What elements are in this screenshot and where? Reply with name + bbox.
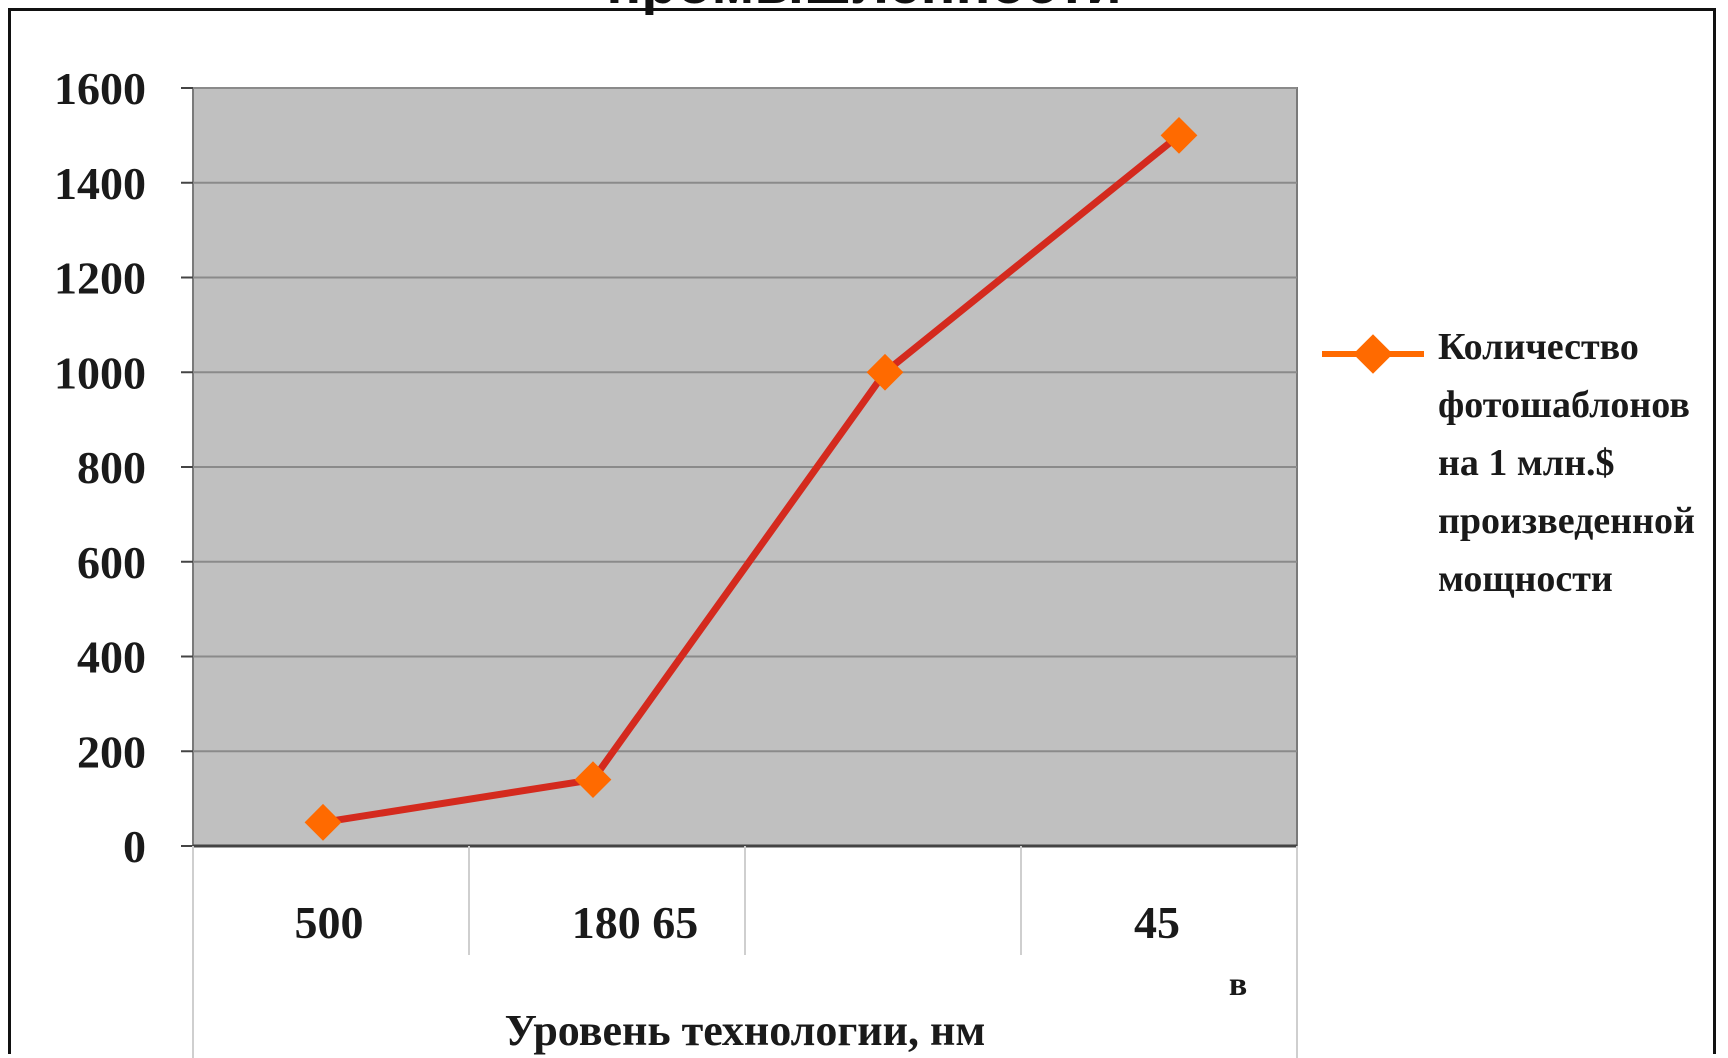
chart-frame [8, 8, 1716, 1054]
legend-label: Количество фотошаблонов на 1 млн.$ произ… [1438, 326, 1695, 600]
series-line [322, 132, 1182, 826]
data-point-marker [1160, 116, 1198, 154]
y-tick-label: 600 [77, 537, 146, 588]
y-tick-label: 0 [123, 821, 146, 872]
y-tick-label: 200 [77, 726, 146, 777]
chart-title: промышленности [0, 0, 1728, 16]
y-tick-label: 1600 [54, 63, 146, 114]
y-tick-label: 1200 [54, 253, 146, 304]
legend: Количество фотошаблонов на 1 млн.$ произ… [1318, 318, 1718, 608]
data-point-marker [866, 353, 904, 391]
x-category-label: 500 [295, 897, 364, 948]
y-tick-label: 800 [77, 442, 146, 493]
y-tick-label: 400 [77, 632, 146, 683]
annotation-label: в [1229, 966, 1247, 1003]
x-category-label: 45 [1134, 897, 1180, 948]
orange-diamond-line-icon [1322, 334, 1424, 374]
y-tick-label: 1000 [54, 347, 146, 398]
data-point-marker [304, 803, 342, 841]
y-tick-label: 1400 [54, 158, 146, 209]
x-category-label: 180 65 [572, 897, 699, 948]
x-axis-label: Уровень технологии, нм [505, 1006, 986, 1055]
data-point-marker [574, 761, 612, 799]
